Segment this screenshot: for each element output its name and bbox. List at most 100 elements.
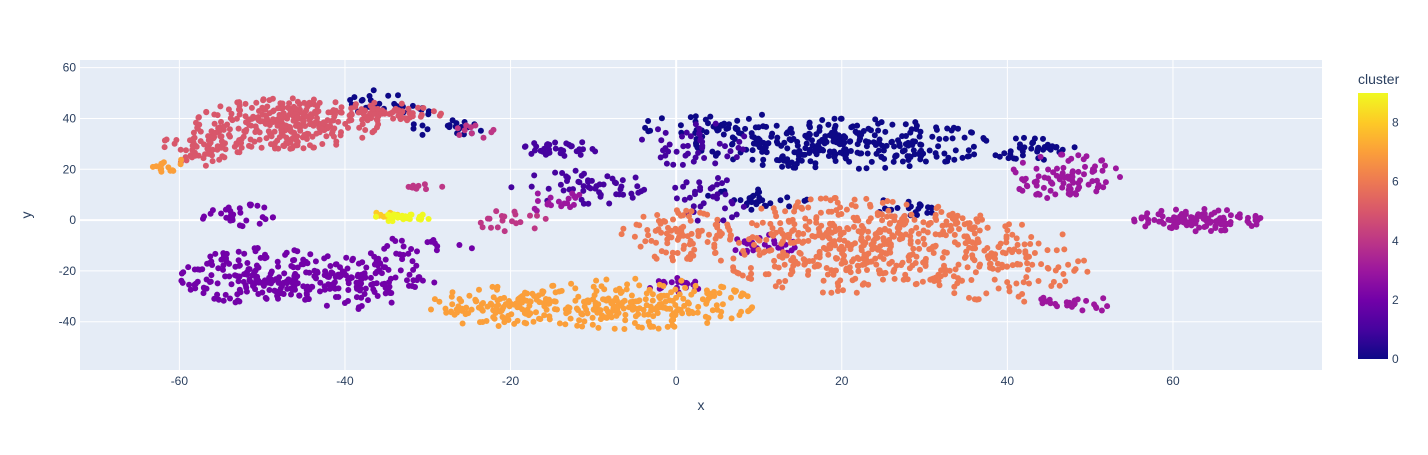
- scatter-point[interactable]: [984, 224, 991, 231]
- scatter-point[interactable]: [456, 132, 463, 138]
- scatter-point[interactable]: [333, 138, 340, 145]
- scatter-point[interactable]: [928, 204, 935, 211]
- scatter-point[interactable]: [938, 209, 945, 215]
- scatter-point[interactable]: [186, 281, 193, 288]
- scatter-point[interactable]: [906, 252, 913, 259]
- scatter-point[interactable]: [651, 306, 658, 313]
- scatter-point[interactable]: [568, 143, 575, 150]
- scatter-point[interactable]: [552, 169, 559, 176]
- scatter-point[interactable]: [233, 115, 240, 122]
- scatter-point[interactable]: [415, 104, 421, 111]
- scatter-point[interactable]: [1080, 156, 1087, 163]
- scatter-point[interactable]: [884, 213, 890, 220]
- scatter-point[interactable]: [1098, 307, 1105, 314]
- scatter-point[interactable]: [183, 147, 189, 154]
- scatter-point[interactable]: [456, 242, 463, 248]
- scatter-point[interactable]: [971, 151, 978, 158]
- scatter-point[interactable]: [1094, 177, 1100, 184]
- scatter-point[interactable]: [805, 237, 812, 244]
- scatter-point[interactable]: [358, 97, 365, 104]
- scatter-point[interactable]: [291, 247, 298, 254]
- scatter-point[interactable]: [563, 173, 570, 180]
- scatter-point[interactable]: [398, 237, 405, 244]
- scatter-point[interactable]: [955, 275, 961, 282]
- scatter-point[interactable]: [790, 262, 797, 269]
- scatter-point[interactable]: [963, 233, 970, 240]
- scatter-point[interactable]: [774, 134, 781, 141]
- scatter-point[interactable]: [200, 290, 207, 297]
- scatter-point[interactable]: [773, 122, 780, 129]
- scatter-point[interactable]: [786, 203, 793, 210]
- scatter-point[interactable]: [573, 148, 580, 155]
- scatter-point[interactable]: [639, 136, 645, 143]
- scatter-point[interactable]: [796, 249, 803, 256]
- scatter-point[interactable]: [300, 118, 307, 125]
- scatter-point[interactable]: [704, 320, 711, 326]
- scatter-point[interactable]: [1035, 278, 1042, 284]
- scatter-point[interactable]: [729, 140, 736, 147]
- scatter-point[interactable]: [196, 266, 203, 273]
- scatter-point[interactable]: [899, 148, 906, 155]
- scatter-point[interactable]: [684, 233, 691, 240]
- scatter-point[interactable]: [492, 310, 499, 316]
- scatter-point[interactable]: [1003, 239, 1010, 246]
- scatter-point[interactable]: [1048, 179, 1054, 186]
- scatter-point[interactable]: [158, 166, 165, 172]
- scatter-point[interactable]: [425, 216, 432, 222]
- scatter-point[interactable]: [874, 210, 881, 216]
- scatter-point[interactable]: [531, 172, 538, 179]
- scatter-point[interactable]: [951, 290, 958, 297]
- scatter-point[interactable]: [214, 291, 221, 298]
- scatter-point[interactable]: [620, 225, 627, 232]
- scatter-point[interactable]: [228, 110, 235, 117]
- scatter-point[interactable]: [1102, 162, 1108, 169]
- scatter-point[interactable]: [449, 301, 456, 308]
- scatter-point[interactable]: [845, 226, 852, 233]
- scatter-point[interactable]: [714, 232, 721, 239]
- scatter-point[interactable]: [701, 155, 708, 161]
- scatter-point[interactable]: [381, 245, 388, 252]
- scatter-point[interactable]: [371, 99, 378, 106]
- scatter-point[interactable]: [649, 297, 656, 304]
- scatter-point[interactable]: [881, 241, 888, 248]
- scatter-point[interactable]: [185, 264, 192, 271]
- scatter-point[interactable]: [963, 248, 970, 255]
- scatter-point[interactable]: [666, 233, 673, 240]
- scatter-point[interactable]: [746, 195, 753, 202]
- scatter-point[interactable]: [611, 325, 618, 332]
- scatter-point[interactable]: [905, 142, 912, 149]
- scatter-point[interactable]: [1089, 178, 1096, 185]
- scatter-point[interactable]: [959, 154, 966, 161]
- scatter-point[interactable]: [932, 150, 939, 157]
- scatter-point[interactable]: [716, 140, 723, 147]
- scatter-point[interactable]: [733, 287, 739, 294]
- scatter-point[interactable]: [220, 266, 226, 273]
- scatter-point[interactable]: [336, 273, 343, 280]
- scatter-point[interactable]: [862, 138, 869, 145]
- scatter-point[interactable]: [936, 136, 943, 142]
- scatter-point[interactable]: [632, 313, 639, 320]
- scatter-point[interactable]: [840, 141, 847, 148]
- scatter-point[interactable]: [508, 184, 515, 191]
- scatter-point[interactable]: [316, 99, 323, 106]
- scatter-point[interactable]: [703, 298, 710, 305]
- scatter-point[interactable]: [531, 205, 538, 212]
- scatter-point[interactable]: [1081, 257, 1087, 264]
- scatter-point[interactable]: [488, 224, 494, 231]
- scatter-point[interactable]: [952, 147, 959, 154]
- scatter-point[interactable]: [307, 251, 314, 258]
- scatter-point[interactable]: [431, 279, 438, 286]
- scatter-point[interactable]: [192, 152, 199, 159]
- scatter-point[interactable]: [784, 194, 791, 201]
- scatter-point[interactable]: [262, 120, 269, 127]
- scatter-point[interactable]: [710, 193, 717, 200]
- scatter-point[interactable]: [274, 258, 281, 265]
- scatter-point[interactable]: [364, 115, 371, 122]
- scatter-point[interactable]: [393, 212, 400, 219]
- scatter-point[interactable]: [725, 224, 731, 231]
- scatter-point[interactable]: [346, 112, 353, 119]
- scatter-point[interactable]: [642, 238, 649, 245]
- scatter-point[interactable]: [561, 200, 568, 207]
- scatter-point[interactable]: [240, 278, 247, 285]
- scatter-point[interactable]: [278, 123, 285, 130]
